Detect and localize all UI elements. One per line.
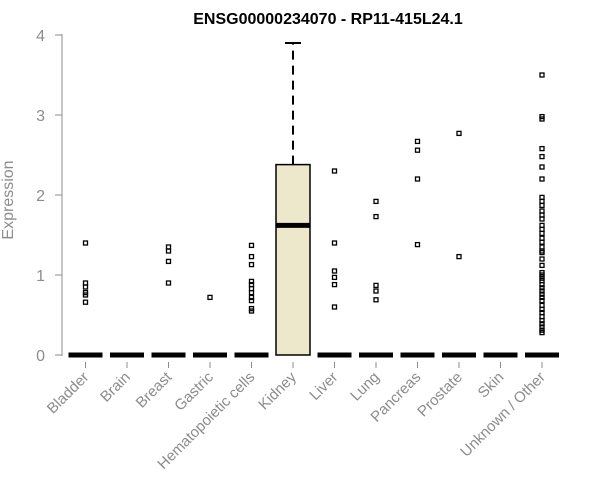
- outlier-point: [539, 272, 545, 278]
- outlier-point: [414, 176, 421, 182]
- y-tick-label: 3: [36, 108, 45, 125]
- box-iqr: [275, 163, 311, 356]
- y-tick-label: 4: [36, 28, 45, 45]
- outlier-point: [539, 306, 545, 313]
- outlier-point: [539, 72, 545, 78]
- outlier-point: [414, 138, 421, 145]
- outlier-point: [82, 240, 89, 246]
- outlier-point: [331, 304, 338, 310]
- outlier-point: [539, 164, 545, 170]
- outlier-point: [248, 308, 255, 314]
- x-tick-label: Prostate: [414, 369, 466, 421]
- outlier-point: [331, 168, 338, 174]
- boxplot-series: [68, 42, 559, 358]
- outlier-point: [539, 262, 545, 269]
- outlier-point: [248, 289, 255, 296]
- outlier-point: [373, 198, 379, 205]
- outlier-point: [539, 202, 545, 209]
- outlier-point: [331, 268, 338, 274]
- x-tick-label: Breast: [133, 368, 176, 411]
- x-tick-label: Skin: [475, 369, 508, 402]
- outlier-point: [539, 285, 545, 291]
- outlier-point: [248, 294, 255, 301]
- outlier-point: [331, 281, 338, 288]
- outlier-point: [248, 278, 255, 285]
- outlier-point: [373, 213, 379, 220]
- outlier-point: [539, 291, 545, 297]
- outlier-point: [539, 317, 545, 324]
- box-kidney: [275, 42, 311, 356]
- outlier-point: [539, 288, 545, 294]
- outlier-point: [248, 253, 255, 260]
- outlier-point: [539, 239, 545, 245]
- box-pancreas: [400, 138, 435, 358]
- y-axis-label: Expression: [0, 160, 17, 239]
- x-tick-label: Lung: [347, 369, 383, 405]
- box-liver: [317, 168, 352, 358]
- outlier-point: [539, 145, 545, 152]
- outlier-point: [82, 284, 89, 290]
- outlier-point: [456, 253, 462, 260]
- outlier-point: [82, 292, 89, 298]
- y-tick-label: 0: [36, 348, 45, 365]
- outlier-point: [539, 176, 545, 182]
- y-axis-ticks: 0 1 2 3 4: [36, 28, 62, 365]
- box-prostate: [442, 130, 476, 358]
- outlier-point: [373, 288, 379, 294]
- box-gastric: [193, 294, 227, 358]
- outlier-point: [82, 299, 89, 305]
- outlier-point: [539, 153, 545, 160]
- box-lung: [359, 198, 393, 358]
- outlier-point: [539, 256, 545, 262]
- outlier-point: [373, 297, 379, 303]
- chart-title: ENSG00000234070 - RP11-415L24.1: [193, 11, 463, 28]
- box-unknown-other: [525, 72, 559, 358]
- outlier-point: [248, 297, 255, 304]
- outlier-point: [414, 147, 421, 153]
- outlier-point: [331, 274, 338, 281]
- outlier-point: [207, 294, 213, 301]
- outlier-point: [539, 324, 545, 330]
- outlier-point: [539, 294, 545, 301]
- box-breast: [151, 244, 186, 358]
- x-tick-label: Liver: [306, 369, 341, 404]
- outlier-point: [414, 241, 421, 248]
- outlier-point: [539, 281, 545, 288]
- y-tick-label: 1: [36, 268, 45, 285]
- outlier-point: [456, 130, 462, 137]
- x-tick-label: Bladder: [44, 369, 93, 418]
- outlier-point: [539, 116, 545, 122]
- outlier-point: [331, 240, 338, 246]
- outlier-point: [373, 282, 379, 289]
- outlier-point: [539, 329, 545, 336]
- outlier-point: [248, 242, 255, 249]
- outlier-point: [248, 261, 255, 268]
- box-hematopoietic-cells: [234, 242, 269, 358]
- x-tick-label: Brain: [97, 369, 134, 406]
- outlier-point: [539, 297, 545, 304]
- y-tick-label: 2: [36, 188, 45, 205]
- outlier-point: [165, 280, 172, 286]
- outlier-point: [165, 248, 172, 254]
- outlier-point: [539, 216, 545, 222]
- outlier-point: [539, 230, 545, 237]
- outlier-point: [165, 258, 172, 265]
- outlier-point: [539, 321, 545, 327]
- outlier-point: [539, 249, 545, 256]
- x-tick-label: Kidney: [255, 368, 300, 413]
- box-bladder: [68, 240, 103, 358]
